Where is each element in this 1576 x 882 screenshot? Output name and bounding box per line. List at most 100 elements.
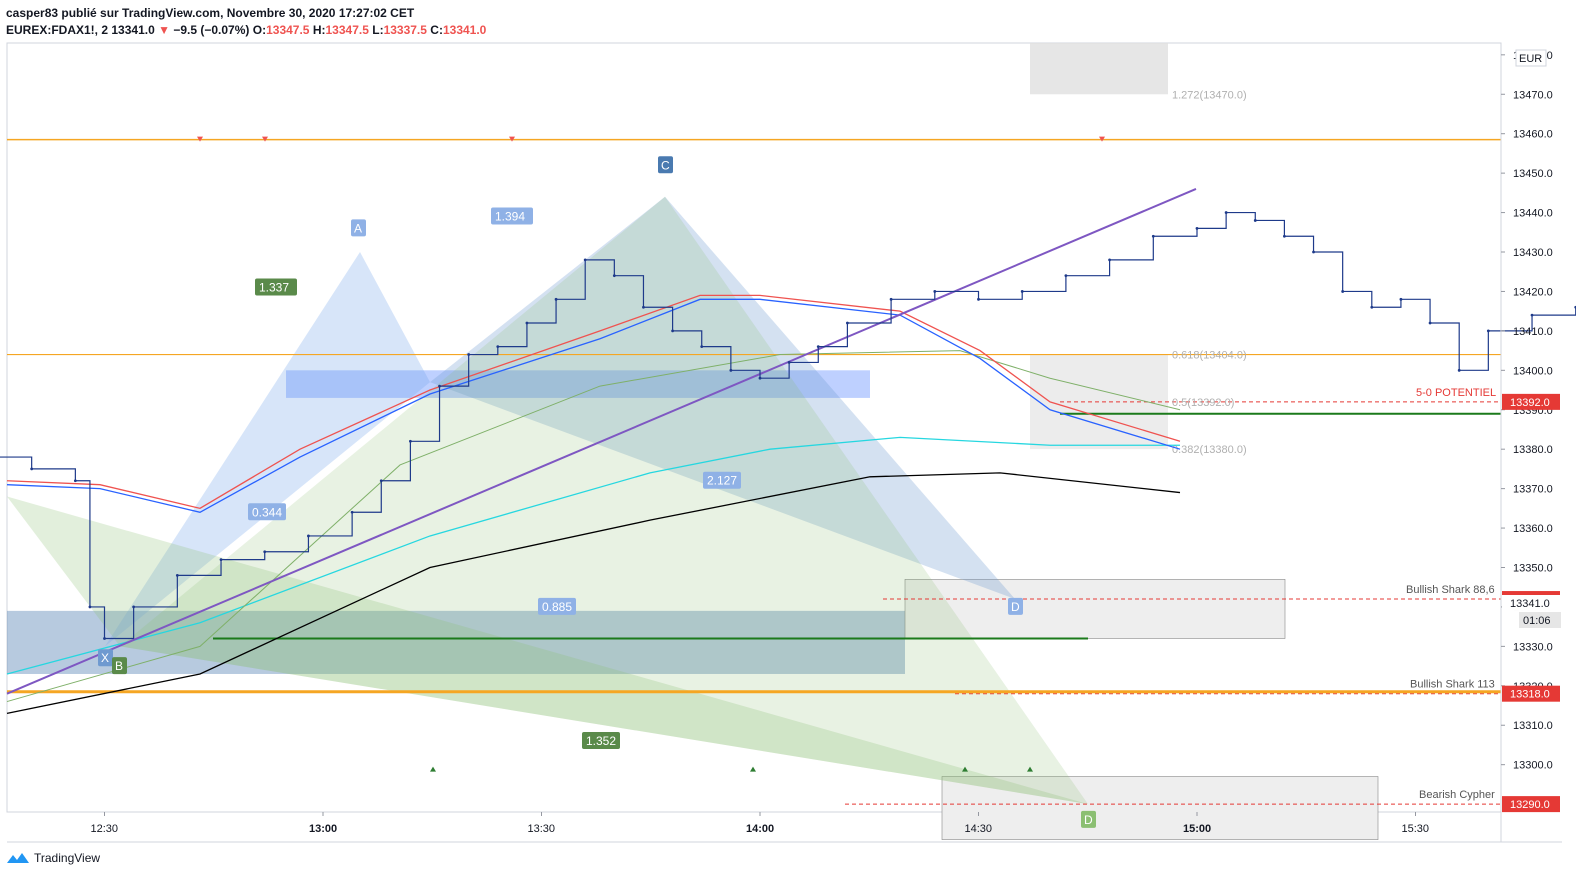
countdown-bg (1519, 611, 1561, 628)
tradingview-brand: TradingView (34, 851, 101, 865)
price-point (1195, 226, 1199, 230)
y-tick-label: 13410.0 (1513, 326, 1553, 338)
pattern-point-label: A (354, 221, 362, 235)
price-point (350, 510, 354, 514)
target-zone-top (1030, 43, 1168, 95)
x-tick-label: 13:00 (309, 823, 337, 835)
x-tick-label: 13:30 (528, 823, 556, 835)
ratio-label: 2.127 (707, 474, 737, 488)
label-cypher: Bearish Cypher (1419, 789, 1495, 801)
ratio-label-bg (491, 207, 533, 225)
ratio-label: 1.337 (259, 281, 289, 295)
y-tick-label: 13350.0 (1513, 562, 1553, 574)
price-point (1224, 211, 1228, 214)
close-label: C: (430, 23, 443, 37)
pattern-point-bg (1008, 597, 1023, 615)
price-point (1108, 258, 1111, 262)
price-point (642, 305, 645, 309)
y-tick-label: 13460.0 (1513, 129, 1553, 141)
price-point (1370, 305, 1374, 309)
price-point (1486, 329, 1490, 333)
label-shark-113: Bullish Shark 113 (1410, 679, 1495, 691)
pattern-point-label: D (1011, 600, 1020, 614)
ma-cyan (6, 436, 1180, 675)
price-point (612, 274, 616, 278)
ratio-label-bg (248, 503, 286, 521)
price-point (409, 439, 412, 443)
price-point (583, 258, 587, 262)
xab-triangle (105, 252, 430, 647)
ma-black (6, 472, 1181, 715)
price-point (263, 550, 267, 554)
price-chart[interactable]: 5-0 POTENTIEL Bullish Shark 88,6 Bullish S… (0, 0, 1576, 848)
cypher-triangle-1 (7, 496, 1088, 805)
high-label: H: (312, 23, 326, 37)
tag-5-0: 13392.0 (1510, 397, 1550, 409)
symbol-label[interactable]: EUREX:FDAX1!, 2 (6, 23, 109, 37)
ratio-label-bg (582, 732, 620, 750)
price-point (1399, 297, 1403, 301)
price-point (379, 479, 383, 483)
price-point (1283, 234, 1286, 238)
price-point (525, 321, 529, 325)
price-point (977, 297, 980, 301)
change-value: −9.5 (−0.07%) (173, 23, 250, 37)
tag-current: 13341.0 (1510, 598, 1550, 610)
price-point (88, 605, 92, 609)
y-tick-label: 13310.0 (1513, 720, 1553, 732)
pattern-point-label: D (1084, 813, 1093, 827)
ratio-label-bg (538, 597, 576, 615)
y-tick-label: 13370.0 (1513, 484, 1553, 496)
price-point (103, 637, 106, 640)
price-point (933, 290, 937, 293)
x-tick-label: 15:30 (1402, 823, 1430, 835)
tradingview-logo[interactable]: TradingView (6, 851, 100, 865)
low-value: 13337.5 (383, 23, 427, 37)
buy-marker (962, 766, 968, 772)
tag-cypher: 13290.0 (1510, 799, 1550, 811)
cypher-zone (941, 776, 1379, 840)
ma-green (6, 350, 1181, 703)
price-point (1457, 368, 1461, 372)
last-price: 13341.0 (111, 23, 155, 37)
price-point (671, 329, 674, 333)
buy-marker (750, 766, 756, 772)
buy-marker (430, 766, 436, 772)
price-point (1312, 250, 1315, 254)
bcd-triangle (430, 196, 1015, 600)
pattern-point-label: B (115, 659, 123, 673)
fib-label: 0.5(13392.0) (1172, 397, 1234, 409)
pattern-point-label: X (101, 651, 109, 665)
open-label: O: (252, 23, 267, 37)
fib-label: 1.272(13470.0) (1172, 89, 1247, 101)
low-label: L: (372, 23, 384, 37)
down-arrow-icon: ▼ (158, 23, 170, 37)
tag-cypher-bg (1502, 796, 1560, 813)
y-tick-label: 13380.0 (1513, 444, 1553, 456)
ohlc-line: EUREX:FDAX1!, 2 13341.0 ▼ −9.5 (−0.07%) … (6, 23, 486, 37)
price-point (758, 376, 762, 380)
label-5-0: 5-0 POTENTIEL (1416, 387, 1496, 399)
y-tick-label: 13450.0 (1513, 168, 1553, 180)
ratio-label-bg (703, 471, 741, 489)
fib-label: 0.382(13380.0) (1172, 444, 1247, 456)
x-tick-label: 15:00 (1183, 823, 1211, 835)
price-point (787, 361, 791, 364)
price-point (496, 345, 500, 349)
price-point (1341, 290, 1345, 293)
price-point (846, 321, 849, 325)
close-value: 13341.0 (442, 23, 487, 37)
price-point (219, 558, 223, 562)
price-point (467, 353, 471, 356)
buy-marker (1027, 766, 1033, 772)
price-point (1020, 290, 1024, 293)
price-point (73, 479, 77, 483)
price-point (132, 605, 136, 609)
y-tick-label: 13330.0 (1513, 641, 1553, 653)
publication-line: casper83 publié sur TradingView.com, Nov… (6, 6, 414, 20)
y-tick-label: 13430.0 (1513, 247, 1553, 259)
high-value: 13347.5 (325, 23, 369, 37)
price-point (1064, 274, 1068, 278)
open-value: 13347.5 (266, 23, 310, 37)
ma-red (6, 294, 1181, 510)
